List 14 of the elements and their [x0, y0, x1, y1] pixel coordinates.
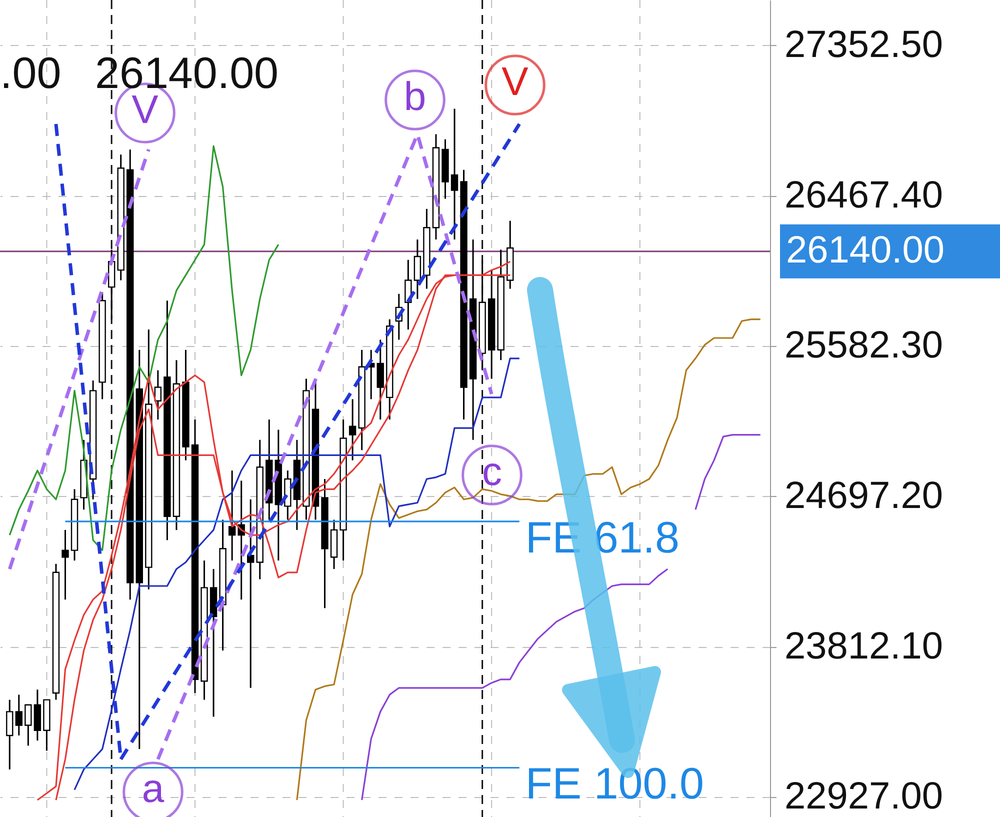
annotation: V: [502, 60, 529, 104]
annotation: c: [482, 450, 502, 494]
annotation: V: [132, 88, 159, 132]
y-tick-label: 25582.30: [784, 324, 943, 367]
annotation: .00: [0, 49, 62, 98]
series-label: FE 100.0: [525, 760, 704, 809]
ref-line-label: 26140.00: [786, 229, 944, 272]
y-tick-label: 24697.20: [784, 474, 943, 517]
y-tick-label: 27352.50: [784, 24, 943, 66]
annotation: a: [142, 767, 165, 811]
y-tick-label: 23812.10: [784, 625, 943, 668]
y-tick-label: 26467.40: [784, 174, 943, 216]
y-tick-label: 22927.00: [784, 776, 943, 817]
annotation: b: [404, 75, 426, 119]
